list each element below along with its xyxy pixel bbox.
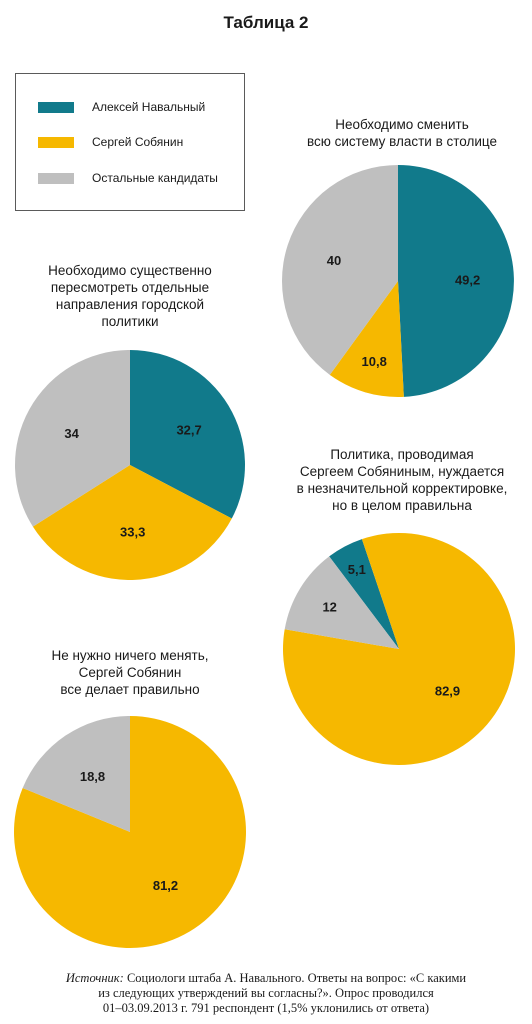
pie-slice-алексей-навальный bbox=[130, 350, 245, 519]
pie-slice-label: 10,8 bbox=[362, 354, 387, 369]
pie-slice-label: 5,1 bbox=[348, 562, 366, 577]
footnote-line: из следующих утверждений вы согласны?». … bbox=[98, 986, 434, 1000]
legend-swatch bbox=[38, 173, 74, 184]
pie-slice-label: 33,3 bbox=[120, 525, 145, 540]
legend: Алексей Навальный Сергей Собянин Остальн… bbox=[15, 73, 245, 211]
pie-slice-label: 18,8 bbox=[80, 769, 105, 784]
chart-title-line: Политика, проводимая bbox=[330, 447, 474, 462]
chart-title-line: всю систему власти в столице bbox=[306, 134, 498, 149]
pie-slice-алексей-навальный bbox=[398, 165, 514, 397]
pie-slice-остальные-кандидаты bbox=[281, 165, 398, 375]
pie-slice-сергей-собянин bbox=[329, 281, 404, 397]
chart-title-line: Не нужно ничего менять, bbox=[51, 648, 209, 663]
pie-slice-label: 49,2 bbox=[455, 272, 480, 287]
pie-slice-label: 81,2 bbox=[153, 878, 178, 893]
pie-chart-change-system: 49,2 10,8 40 bbox=[281, 165, 514, 397]
chart-title-change-system: Необходимо сменить всю систему власти в … bbox=[272, 116, 532, 150]
pie-slice-сергей-собянин bbox=[282, 532, 515, 765]
chart-title-no-change: Не нужно ничего менять, Сергей Собянин в… bbox=[0, 647, 260, 698]
pie-chart-revise-policy: 32,7 33,3 34 bbox=[14, 350, 245, 580]
legend-label: Остальные кандидаты bbox=[92, 171, 218, 185]
pie-slice-остальные-кандидаты bbox=[22, 716, 130, 832]
pie-slice-остальные-кандидаты bbox=[14, 350, 131, 527]
chart-title-line: Необходимо сменить bbox=[335, 117, 469, 132]
footnote-line: 01–03.09.2013 г. 791 респондент (1,5% ук… bbox=[102, 1001, 430, 1015]
chart-title-line: пересмотреть отдельные bbox=[50, 280, 210, 295]
pie-slice-label: 12 bbox=[322, 600, 336, 615]
pie-chart-minor-adjustment: 5,1 82,9 12 bbox=[282, 532, 515, 765]
pie-slice-label: 40 bbox=[327, 253, 341, 268]
footnote-line: Социологи штаба А. Навального. Ответы на… bbox=[123, 971, 467, 985]
pie-slice-остальные-кандидаты bbox=[284, 556, 399, 649]
chart-title-line: но в целом правильна bbox=[332, 498, 472, 513]
legend-swatch bbox=[38, 137, 74, 148]
pie-slice-label: 32,7 bbox=[176, 422, 201, 437]
chart-title-line: направления городской bbox=[55, 297, 205, 312]
chart-title-line: в незначительной корректировке, bbox=[296, 481, 508, 496]
pie-slice-алексей-навальный bbox=[329, 539, 399, 649]
legend-label: Алексей Навальный bbox=[92, 100, 206, 114]
chart-title-minor-adjustment: Политика, проводимая Сергеем Собяниным, … bbox=[272, 446, 532, 514]
chart-title-revise-policy: Необходимо существенно пересмотреть отде… bbox=[0, 262, 260, 330]
pie-slice-label: 34 bbox=[64, 426, 79, 441]
page-title: Таблица 2 bbox=[223, 13, 309, 32]
pie-slice-сергей-собянин bbox=[14, 716, 247, 948]
pie-slice-сергей-собянин bbox=[32, 465, 232, 580]
legend-label: Сергей Собянин bbox=[92, 135, 184, 149]
footnote: Источник: Социологи штаба А. Навального.… bbox=[18, 971, 514, 1016]
pie-slice-label: 82,9 bbox=[435, 684, 460, 699]
chart-title-line: политики bbox=[101, 314, 159, 329]
footnote-source-label: Источник: bbox=[65, 971, 124, 985]
chart-title-line: Необходимо существенно bbox=[48, 263, 212, 278]
chart-title-line: Сергеем Собяниным, нуждается bbox=[299, 464, 505, 479]
chart-title-line: все делает правильно bbox=[60, 682, 200, 697]
chart-title-line: Сергей Собянин bbox=[78, 665, 182, 680]
legend-swatch bbox=[38, 102, 74, 113]
pie-chart-no-change: 81,2 18,8 bbox=[14, 716, 247, 948]
